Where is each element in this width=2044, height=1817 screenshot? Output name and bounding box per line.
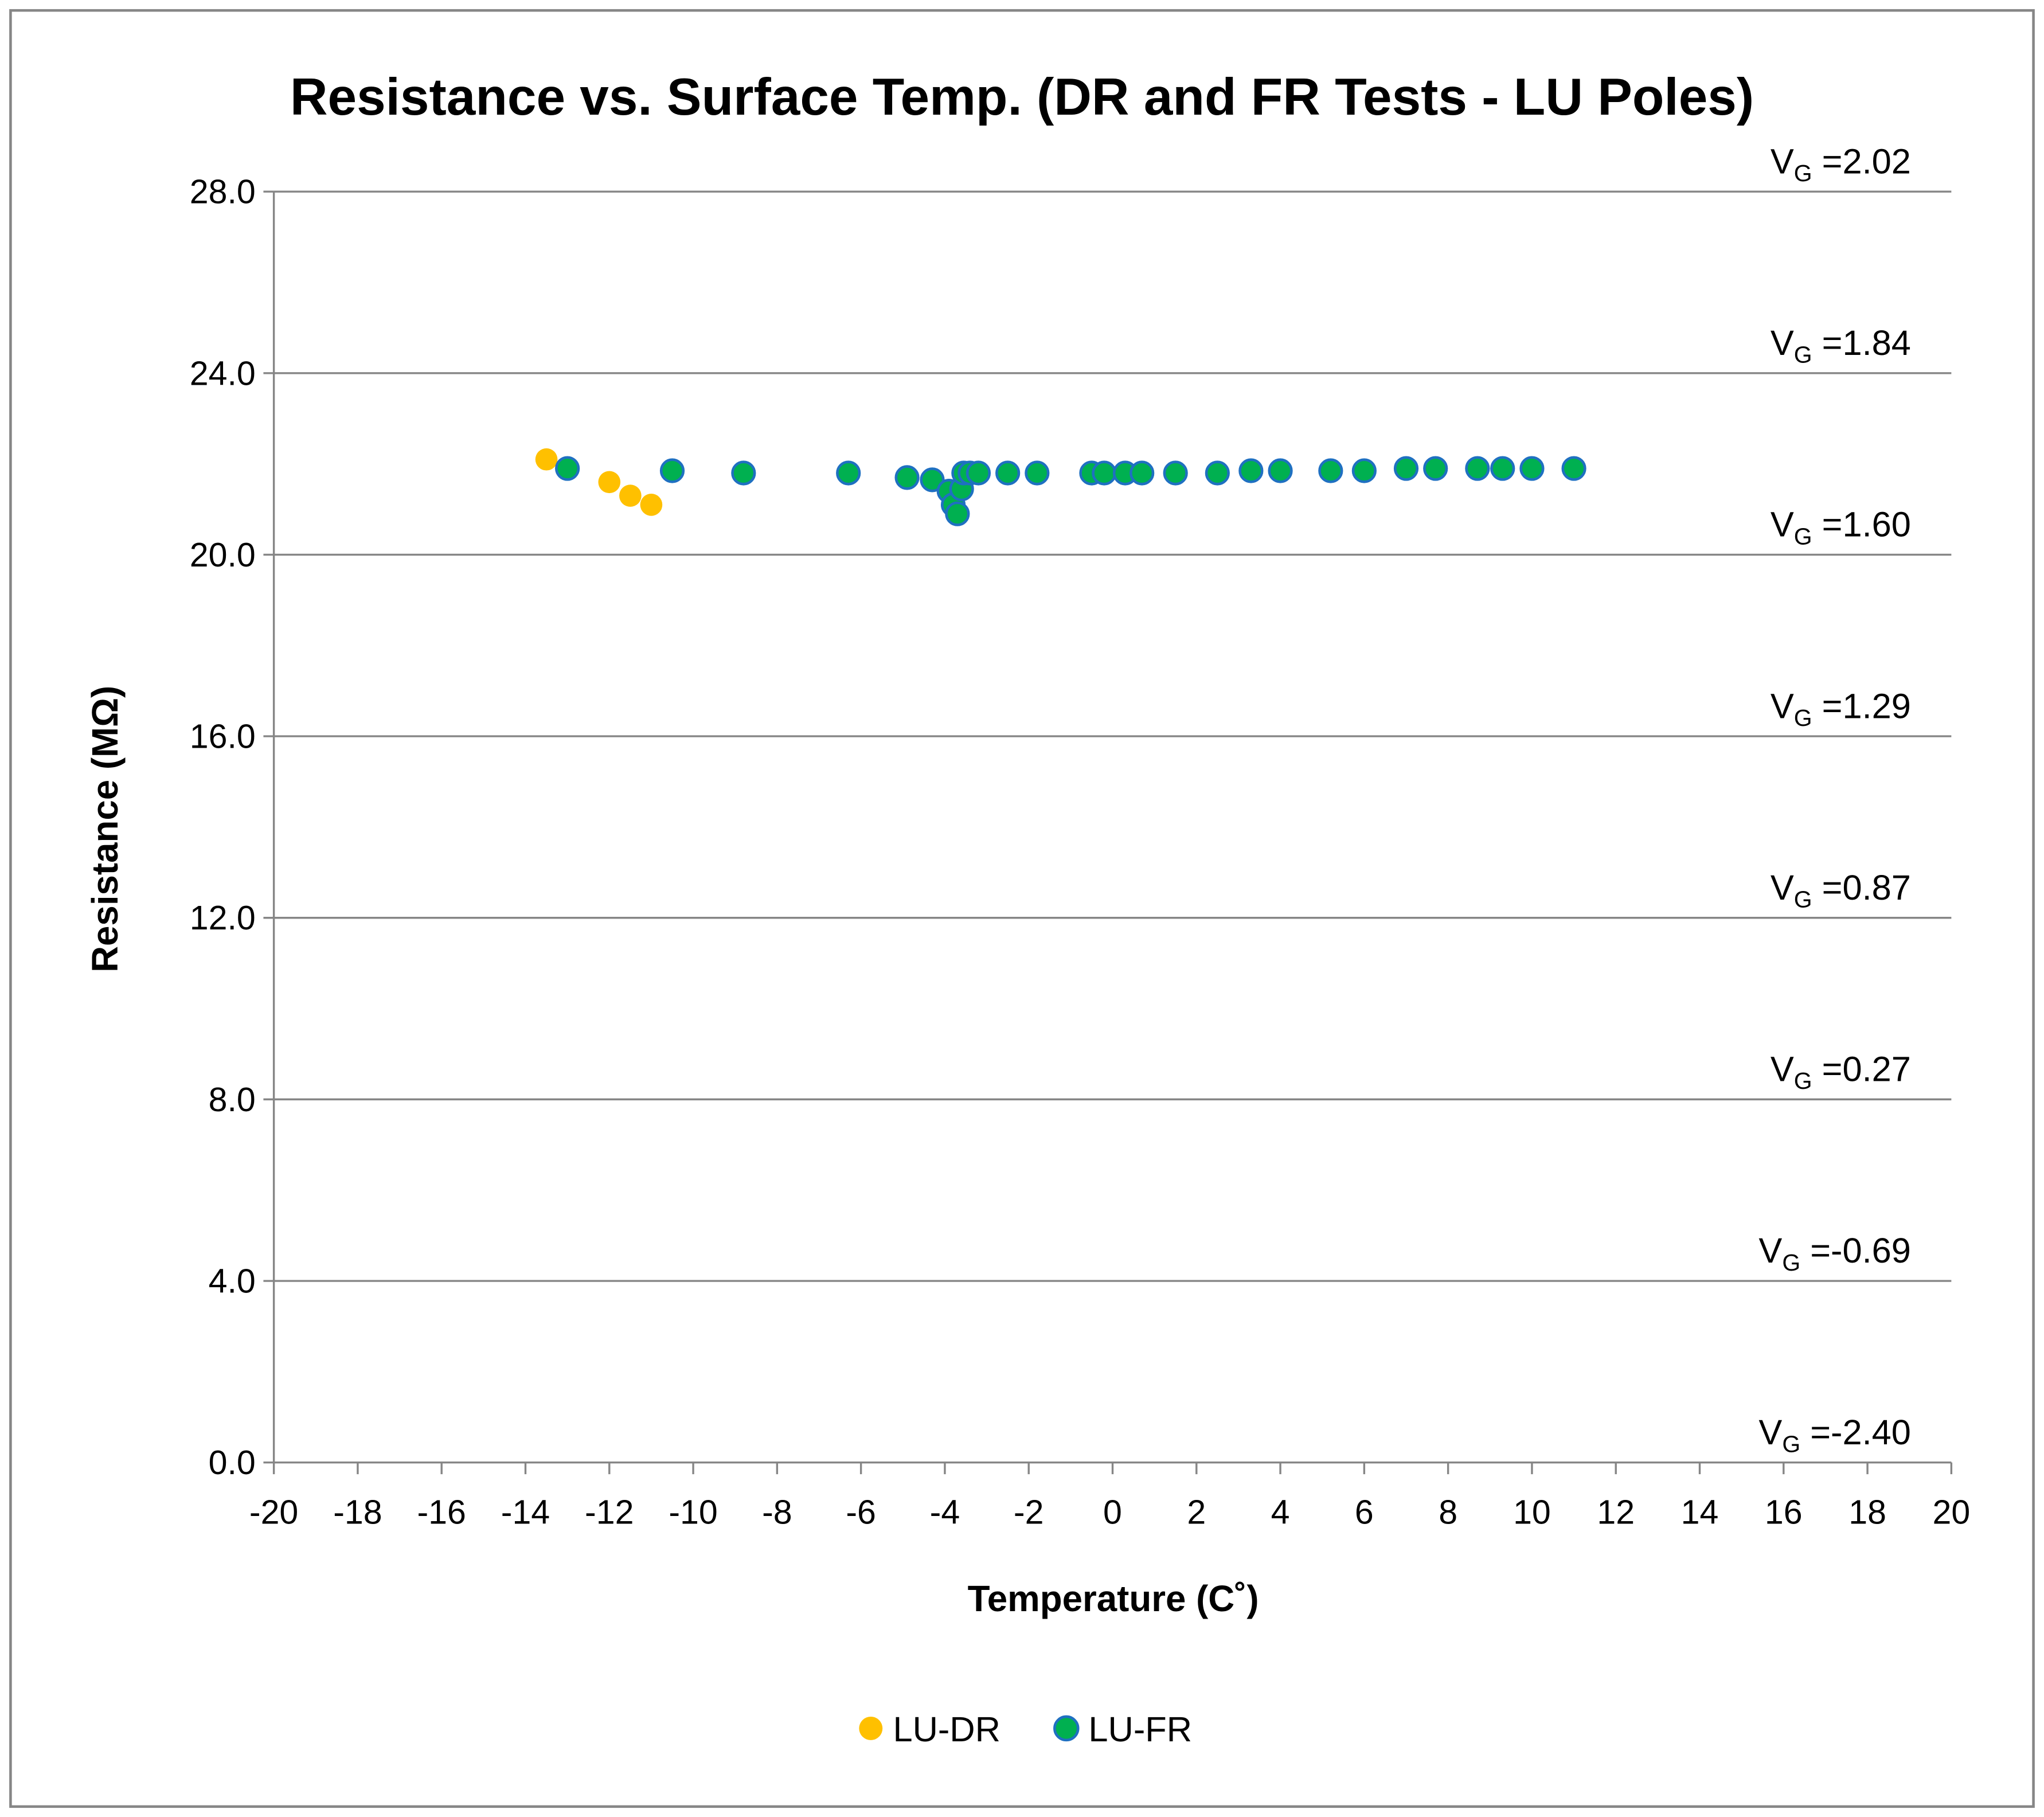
data-point-lu-fr <box>836 460 861 486</box>
x-tick-label: 12 <box>1597 1493 1635 1531</box>
data-point-lu-fr <box>894 465 920 490</box>
x-tick-label: -10 <box>669 1493 717 1531</box>
x-tick-label: 10 <box>1513 1493 1551 1531</box>
data-point-lu-dr <box>640 494 663 516</box>
y-tick-label: 0.0 <box>209 1443 256 1482</box>
legend-marker-lu-dr <box>859 1716 883 1740</box>
data-point-lu-fr <box>1423 456 1448 481</box>
y-tick-label: 4.0 <box>209 1261 256 1300</box>
data-point-lu-fr <box>1025 460 1050 486</box>
chart-title: Resistance vs. Surface Temp. (DR and FR … <box>290 68 1754 126</box>
vg-annotation: VG =0.87 <box>1771 868 1911 913</box>
x-tick-label: -14 <box>501 1493 550 1531</box>
data-point-lu-fr <box>1490 456 1515 481</box>
data-point-lu-fr <box>1238 458 1264 483</box>
legend-marker-lu-fr <box>1053 1715 1080 1742</box>
data-point-lu-fr <box>555 456 580 481</box>
legend: LU-DR LU-FR <box>859 1710 1192 1749</box>
data-point-lu-fr <box>1561 456 1586 481</box>
x-tick-label: -18 <box>333 1493 382 1531</box>
y-tick-label: 24.0 <box>190 354 256 392</box>
x-tick-label: -20 <box>249 1493 298 1531</box>
data-point-lu-fr <box>1268 458 1293 483</box>
x-tick-label: -16 <box>417 1493 466 1531</box>
data-point-lu-dr <box>619 484 642 507</box>
y-tick-label: 28.0 <box>190 173 256 211</box>
x-tick-label: 20 <box>1933 1493 1971 1531</box>
y-tick-label: 16.0 <box>190 717 256 756</box>
data-point-lu-fr <box>1130 460 1155 486</box>
vg-annotation: VG =0.27 <box>1771 1050 1911 1095</box>
vg-annotation: VG =2.02 <box>1771 142 1911 186</box>
data-point-lu-fr <box>731 460 756 486</box>
x-tick-label: -2 <box>1014 1493 1044 1531</box>
data-point-lu-fr <box>1092 460 1117 486</box>
x-tick-label: 4 <box>1271 1493 1290 1531</box>
data-point-lu-fr <box>920 467 945 493</box>
x-tick-label: 6 <box>1355 1493 1374 1531</box>
data-point-lu-fr <box>995 460 1021 486</box>
data-point-lu-fr <box>1351 458 1377 483</box>
data-point-lu-dr <box>598 471 621 494</box>
vg-annotation: VG =1.60 <box>1771 505 1911 550</box>
x-tick-label: -8 <box>762 1493 792 1531</box>
x-tick-label: 18 <box>1848 1493 1886 1531</box>
data-point-lu-fr <box>1519 456 1545 481</box>
vg-annotation: VG =-0.69 <box>1758 1231 1911 1276</box>
x-tick-label: -4 <box>930 1493 960 1531</box>
legend-label-lu-fr: LU-FR <box>1088 1710 1192 1749</box>
vg-annotation: VG =-2.40 <box>1758 1413 1911 1457</box>
data-point-lu-fr <box>1205 460 1230 486</box>
x-tick-label: -6 <box>846 1493 876 1531</box>
x-tick-label: 14 <box>1681 1493 1719 1531</box>
x-tick-label: 16 <box>1765 1493 1803 1531</box>
x-tick-label: 8 <box>1439 1493 1457 1531</box>
x-axis-label: Temperature (C˚) <box>968 1578 1259 1619</box>
y-tick-label: 20.0 <box>190 536 256 574</box>
data-point-lu-dr <box>535 448 558 471</box>
vg-annotation: VG =1.29 <box>1771 686 1911 731</box>
data-point-lu-fr <box>1465 456 1490 481</box>
chart-border <box>9 9 2035 1808</box>
x-tick-label: 0 <box>1103 1493 1122 1531</box>
data-point-lu-fr <box>659 458 685 483</box>
data-point-lu-fr <box>1318 458 1343 483</box>
data-point-lu-fr <box>1393 456 1419 481</box>
data-point-lu-fr <box>1163 460 1188 486</box>
y-tick-label: 8.0 <box>209 1080 256 1119</box>
y-tick-label: 12.0 <box>190 898 256 937</box>
y-axis-label: Resistance (MΩ) <box>85 686 126 972</box>
x-tick-label: 2 <box>1187 1493 1206 1531</box>
data-point-lu-fr <box>966 460 991 486</box>
x-tick-label: -12 <box>585 1493 634 1531</box>
data-point-lu-fr <box>945 501 970 526</box>
vg-annotation: VG =1.84 <box>1771 323 1911 368</box>
legend-label-lu-dr: LU-DR <box>893 1710 1000 1749</box>
